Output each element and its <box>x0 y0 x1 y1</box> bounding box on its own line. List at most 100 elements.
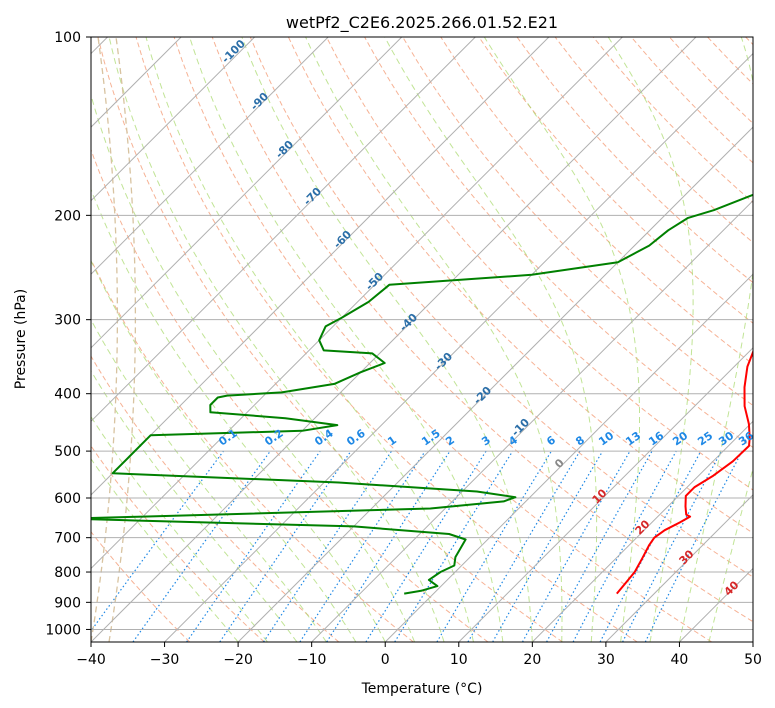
mixing-ratio-label: 2 <box>443 433 457 448</box>
isotherm-line <box>458 347 753 642</box>
moist-adiabat <box>241 37 533 642</box>
mixing-ratio-label: 36 <box>736 429 756 449</box>
x-tick-label: 50 <box>744 652 762 668</box>
y-tick-label: 600 <box>54 491 81 507</box>
chart-title: wetPf2_C2E6.2025.266.01.52.E21 <box>286 13 558 33</box>
sounding-curves <box>91 168 753 595</box>
moist-adiabat <box>91 369 298 642</box>
moist-adiabat <box>108 37 445 642</box>
dry-adiabat <box>91 258 414 642</box>
y-tick-label: 500 <box>54 444 81 460</box>
isotherm-line <box>164 52 753 642</box>
dry-adiabat <box>440 37 753 365</box>
moist-adiabat <box>384 37 598 642</box>
y-tick-label: 700 <box>54 531 81 547</box>
mixing-ratio-label: 0.1 <box>216 427 239 449</box>
dry-adiabat <box>91 355 340 642</box>
temperature-line <box>616 168 753 595</box>
moist-adiabat <box>91 318 327 642</box>
dry-adiabat <box>91 531 191 642</box>
y-tick-label: 1000 <box>45 622 81 638</box>
x-tick-label: 40 <box>671 652 689 668</box>
moist-adiabat <box>483 37 640 642</box>
x-tick-label: −30 <box>150 652 180 668</box>
moist-adiabat-label: 20 <box>633 517 653 537</box>
dry-adiabat <box>211 37 753 623</box>
mixing-ratio-line <box>186 450 321 642</box>
moist-adiabat <box>91 415 268 642</box>
y-tick-label: 100 <box>54 30 81 46</box>
isotherm-line <box>91 37 256 202</box>
y-tick-label: 200 <box>54 208 81 224</box>
isotherm-line <box>311 199 753 642</box>
isotherm-line <box>237 126 753 642</box>
x-tick-label: 0 <box>381 652 390 668</box>
moist-adiabat-label: -30 <box>432 350 455 373</box>
isotherm-line <box>384 273 753 642</box>
moist-adiabat-label: 0 <box>552 456 567 471</box>
x-tick-label: −20 <box>223 652 253 668</box>
isotherm-line <box>531 420 753 642</box>
mixing-ratio-label: 3 <box>479 433 493 448</box>
mixing-ratio-label: 13 <box>623 429 643 448</box>
y-axis-label: Pressure (hPa) <box>13 289 29 389</box>
isotherm-line <box>752 641 753 642</box>
isotherm-line <box>679 567 753 642</box>
mixing-ratio-line <box>546 450 653 642</box>
isotherm-line <box>91 37 550 496</box>
mixing-ratio-line <box>467 450 581 642</box>
mixing-ratio-line <box>299 450 426 642</box>
moist-adiabat <box>189 37 504 642</box>
mixing-ratio-label: 0.4 <box>312 426 336 448</box>
x-tick-label: 30 <box>597 652 615 668</box>
moist-adiabat-label: -70 <box>301 185 324 208</box>
mixing-ratio-label: 30 <box>716 429 736 449</box>
dry-adiabat <box>97 37 563 642</box>
moist-adiabat <box>607 37 694 642</box>
dry-adiabat <box>135 37 638 642</box>
mixing-ratio-line <box>572 450 677 642</box>
moist-adiabat-label: -60 <box>331 228 354 251</box>
x-tick-label: 20 <box>523 652 541 668</box>
grid-lines <box>91 37 753 642</box>
mixing-ratio-line <box>521 450 631 642</box>
isotherm-line <box>91 37 403 349</box>
dry-adiabat <box>554 37 753 244</box>
moist-adiabat <box>145 37 474 642</box>
mixing-ratio-label: 6 <box>544 433 558 448</box>
isotherm-line <box>91 37 697 642</box>
mixing-ratio-label: 0.6 <box>344 426 368 448</box>
moist-adiabat-label: -20 <box>471 384 494 407</box>
moist-adiabat-label: -100 <box>219 37 248 66</box>
mixing-ratio-label: 1.5 <box>419 427 442 449</box>
dry-adiabat <box>91 445 265 642</box>
plot-frame <box>90 36 754 643</box>
mixing-ratio-line <box>394 450 514 642</box>
y-tick-label: 900 <box>54 595 81 611</box>
dry-adiabat <box>91 148 489 642</box>
mixing-ratio-label: 20 <box>670 429 690 449</box>
dewpoint-line <box>91 193 753 595</box>
mixing-ratio-line <box>262 450 392 642</box>
dry-adiabat <box>326 37 753 491</box>
ice-curve <box>91 37 119 642</box>
background-lines <box>91 37 753 642</box>
moist-adiabat-label: 40 <box>722 578 742 598</box>
moist-adiabat <box>91 458 239 642</box>
moist-adiabat <box>708 466 753 642</box>
isotherm-line <box>91 37 476 423</box>
mixing-ratio-label: 25 <box>695 429 715 448</box>
x-axis-label: Temperature (°C) <box>361 681 483 697</box>
x-tick-label: 10 <box>450 652 468 668</box>
mixing-ratio-line <box>132 450 271 642</box>
mixing-ratio-label: 1 <box>385 433 399 448</box>
dry-adiabat <box>707 37 753 85</box>
dry-adiabat <box>402 37 753 407</box>
moist-adiabat-label: -90 <box>248 90 271 113</box>
moist-adiabat-label: 10 <box>590 486 610 506</box>
mixing-ratio-line <box>599 450 702 642</box>
x-axis: −40 −30 −20 −10 0 10 20 30 40 50 <box>76 642 762 668</box>
y-axis: 100 200 300 400 500 600 700 800 900 1000 <box>45 30 91 638</box>
mixing-ratio-line <box>219 450 352 642</box>
